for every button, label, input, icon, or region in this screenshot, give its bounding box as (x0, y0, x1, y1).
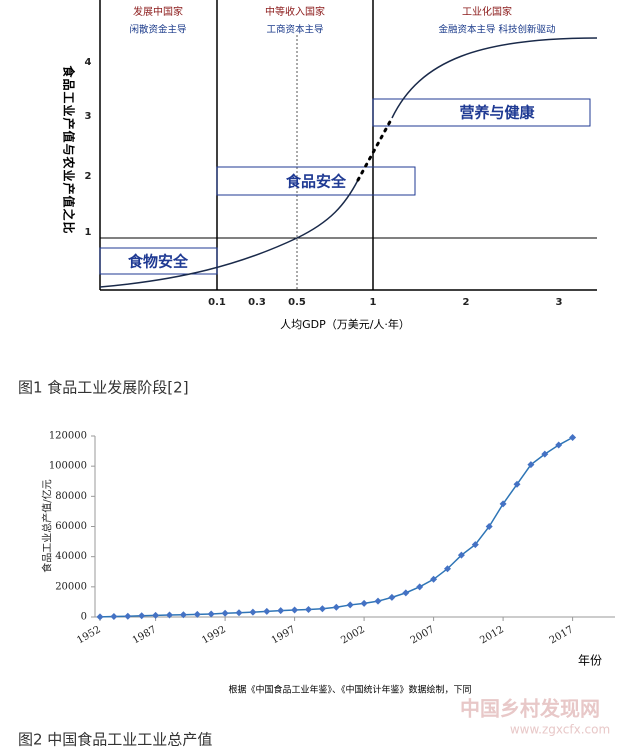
x-tick-label: 1 (370, 297, 377, 308)
marker (193, 610, 201, 618)
marker (541, 450, 549, 458)
marker (110, 613, 118, 621)
x-tick-label: 3 (556, 297, 563, 308)
x-tick-label: 1992 (200, 624, 228, 646)
marker (207, 610, 215, 618)
y-label: 食品工业总产值/亿元 (41, 479, 54, 572)
y-tick-label: 60000 (55, 521, 87, 532)
x-label: 人均GDP（万美元/人·年） (280, 317, 410, 331)
marker (249, 608, 257, 616)
marker (527, 461, 535, 469)
stage-box (216, 166, 416, 196)
marker (277, 607, 285, 615)
marker (388, 593, 396, 601)
x-tick-label: 1987 (131, 624, 159, 646)
line (99, 436, 573, 618)
watermark-url: www.zgxcfx.com (510, 723, 610, 737)
figure-1: 发展中国家 闲散资金主导 中等收入国家 工商资本主导 工业化国家 金融资本主导 … (18, 0, 598, 397)
caption: 图2 中国食品工业工业总产值 (18, 731, 212, 749)
stage-label: 营养与健康 (459, 104, 535, 122)
marker (374, 597, 382, 605)
curve (99, 179, 359, 288)
header: 发展中国家 (133, 5, 183, 18)
marker (305, 605, 312, 613)
y-tick-label: 80000 (55, 491, 87, 502)
marker (471, 541, 479, 549)
y-tick-label: 2 (85, 171, 92, 182)
x-tick-label: 2002 (339, 624, 367, 646)
figure-2: 食品工业总产值/亿元 年份 根据《中国食品工业年鉴》、《中国统计年鉴》数据绘制，… (18, 431, 615, 749)
marker (555, 441, 563, 449)
marker (402, 589, 410, 597)
marker (152, 611, 160, 619)
marker (263, 607, 271, 615)
header-sub: 工商资本主导 (266, 24, 323, 36)
marker (291, 606, 299, 614)
marker (235, 609, 243, 617)
x-tick-label: 1952 (75, 624, 103, 646)
x-tick-label: 0.1 (208, 297, 226, 308)
marker (179, 611, 187, 619)
marker (221, 609, 229, 617)
marker (499, 500, 507, 508)
marker (444, 565, 451, 573)
stage-label: 食物安全 (128, 253, 189, 271)
marker (430, 575, 438, 583)
marker (346, 601, 354, 609)
marker (485, 523, 493, 530)
stage-box (372, 98, 591, 127)
x-tick-label: 0.3 (248, 297, 266, 308)
note: 根据《中国食品工业年鉴》、《中国统计年鉴》数据绘制，下同 (228, 684, 471, 696)
marker (124, 612, 132, 620)
x-tick-label: 2 (463, 297, 470, 308)
marker (166, 611, 173, 619)
header: 中等收入国家 (265, 5, 325, 18)
marker (360, 599, 368, 607)
y-tick-label: 40000 (55, 551, 87, 562)
header-sub: 金融资本主导 科技创新驱动 (438, 24, 555, 36)
curve (391, 37, 598, 119)
stage-label: 食品安全 (286, 173, 347, 191)
y-tick-label: 4 (85, 57, 92, 68)
y-tick-label: 120000 (49, 431, 87, 442)
marker (416, 583, 424, 591)
y-tick-label: 1 (85, 227, 92, 238)
caption: 图1 食品工业发展阶段[2] (18, 379, 189, 397)
marker (318, 605, 326, 613)
marker (138, 612, 146, 620)
marker (332, 603, 340, 611)
marker (457, 551, 465, 559)
stage-box (99, 247, 218, 275)
y-tick-label: 20000 (55, 581, 87, 592)
marker (513, 480, 521, 488)
y-tick-label: 0 (81, 612, 87, 623)
curve-dots (356, 116, 394, 182)
y-tick-label: 3 (85, 111, 92, 122)
x-tick-label: 2017 (548, 624, 576, 646)
x-label: 年份 (578, 654, 602, 668)
y-label: 食品工业产值与农业产值之比 (62, 64, 77, 234)
header: 工业化国家 (462, 5, 512, 18)
x-tick-label: 2012 (478, 624, 506, 646)
x-tick-label: 1997 (270, 624, 298, 646)
x-tick-label: 2007 (409, 624, 437, 646)
header-sub: 闲散资金主导 (129, 24, 186, 36)
x-tick-label: 0.5 (288, 297, 306, 308)
watermark: 中国乡村发现网 (460, 697, 600, 721)
y-tick-label: 100000 (49, 461, 87, 472)
marker (569, 434, 577, 442)
marker (96, 613, 104, 621)
